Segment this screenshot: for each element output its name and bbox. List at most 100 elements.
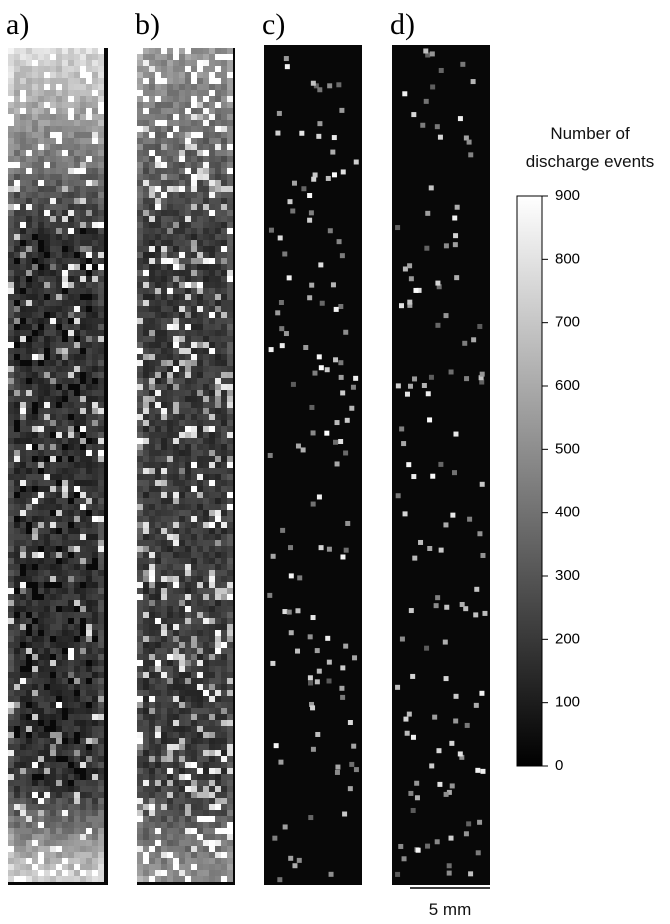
pixel — [92, 516, 98, 522]
pixel — [444, 604, 450, 610]
pixel — [8, 630, 14, 636]
pixel — [197, 72, 203, 78]
pixel — [149, 786, 155, 792]
pixel — [32, 522, 38, 528]
pixel — [167, 546, 173, 552]
pixel — [137, 372, 143, 378]
pixel — [86, 834, 92, 840]
pixel — [38, 786, 44, 792]
pixel — [44, 432, 50, 438]
pixel — [62, 552, 68, 558]
pixel — [185, 588, 191, 594]
pixel — [137, 732, 143, 738]
pixel — [221, 288, 227, 294]
pixel — [98, 630, 104, 636]
pixel — [185, 498, 191, 504]
pixel — [44, 864, 50, 870]
pixel — [167, 642, 173, 648]
pixel — [185, 462, 191, 468]
pixel — [26, 330, 32, 336]
pixel — [173, 402, 179, 408]
pixel — [143, 144, 149, 150]
pixel — [80, 78, 86, 84]
pixel — [44, 228, 50, 234]
pixel — [26, 816, 32, 822]
pixel — [395, 493, 401, 499]
pixel — [179, 540, 185, 546]
pixel — [173, 552, 179, 558]
pixel — [92, 120, 98, 126]
pixel — [26, 876, 32, 882]
pixel — [62, 258, 68, 264]
pixel — [14, 336, 20, 342]
pixel — [86, 726, 92, 732]
pixel — [50, 522, 56, 528]
pixel — [203, 726, 209, 732]
pixel — [215, 66, 221, 72]
pixel — [20, 774, 26, 780]
pixel — [92, 162, 98, 168]
pixel — [8, 246, 14, 252]
pixel — [92, 480, 98, 486]
pixel — [137, 264, 143, 270]
pixel — [56, 714, 62, 720]
pixel — [155, 780, 161, 786]
pixel — [86, 78, 92, 84]
pixel — [8, 504, 14, 510]
pixel — [197, 150, 203, 156]
pixel — [50, 204, 56, 210]
pixel — [80, 132, 86, 138]
pixel — [80, 324, 86, 330]
pixel — [326, 659, 332, 665]
pixel — [50, 684, 56, 690]
pixel — [149, 600, 155, 606]
pixel — [221, 690, 227, 696]
pixel — [203, 336, 209, 342]
pixel — [185, 372, 191, 378]
pixel — [62, 138, 68, 144]
pixel — [50, 702, 56, 708]
pixel — [8, 60, 14, 66]
pixel — [297, 575, 303, 581]
pixel — [20, 858, 26, 864]
pixel — [86, 444, 92, 450]
pixel — [482, 610, 488, 616]
pixel — [56, 492, 62, 498]
pixel — [92, 864, 98, 870]
pixel — [155, 390, 161, 396]
pixel — [26, 540, 32, 546]
pixel — [137, 504, 143, 510]
pixel — [227, 612, 233, 618]
pixel — [143, 240, 149, 246]
pixel — [26, 264, 32, 270]
pixel — [209, 138, 215, 144]
pixel — [14, 762, 20, 768]
pixel — [68, 174, 74, 180]
pixel — [44, 624, 50, 630]
pixel — [149, 762, 155, 768]
pixel — [20, 696, 26, 702]
pixel — [62, 426, 68, 432]
pixel — [215, 744, 221, 750]
pixel — [20, 654, 26, 660]
pixel — [38, 462, 44, 468]
pixel — [8, 606, 14, 612]
pixel — [137, 828, 143, 834]
pixel — [457, 116, 463, 122]
pixel — [50, 714, 56, 720]
pixel — [191, 642, 197, 648]
pixel — [56, 840, 62, 846]
pixel — [191, 150, 197, 156]
pixel — [86, 642, 92, 648]
pixel — [38, 834, 44, 840]
pixel — [173, 786, 179, 792]
pixel — [26, 684, 32, 690]
pixel — [155, 762, 161, 768]
pixel — [56, 600, 62, 606]
pixel — [92, 762, 98, 768]
pixel — [221, 72, 227, 78]
pixel — [155, 510, 161, 516]
pixel — [14, 78, 20, 84]
pixel — [191, 792, 197, 798]
pixel — [20, 720, 26, 726]
